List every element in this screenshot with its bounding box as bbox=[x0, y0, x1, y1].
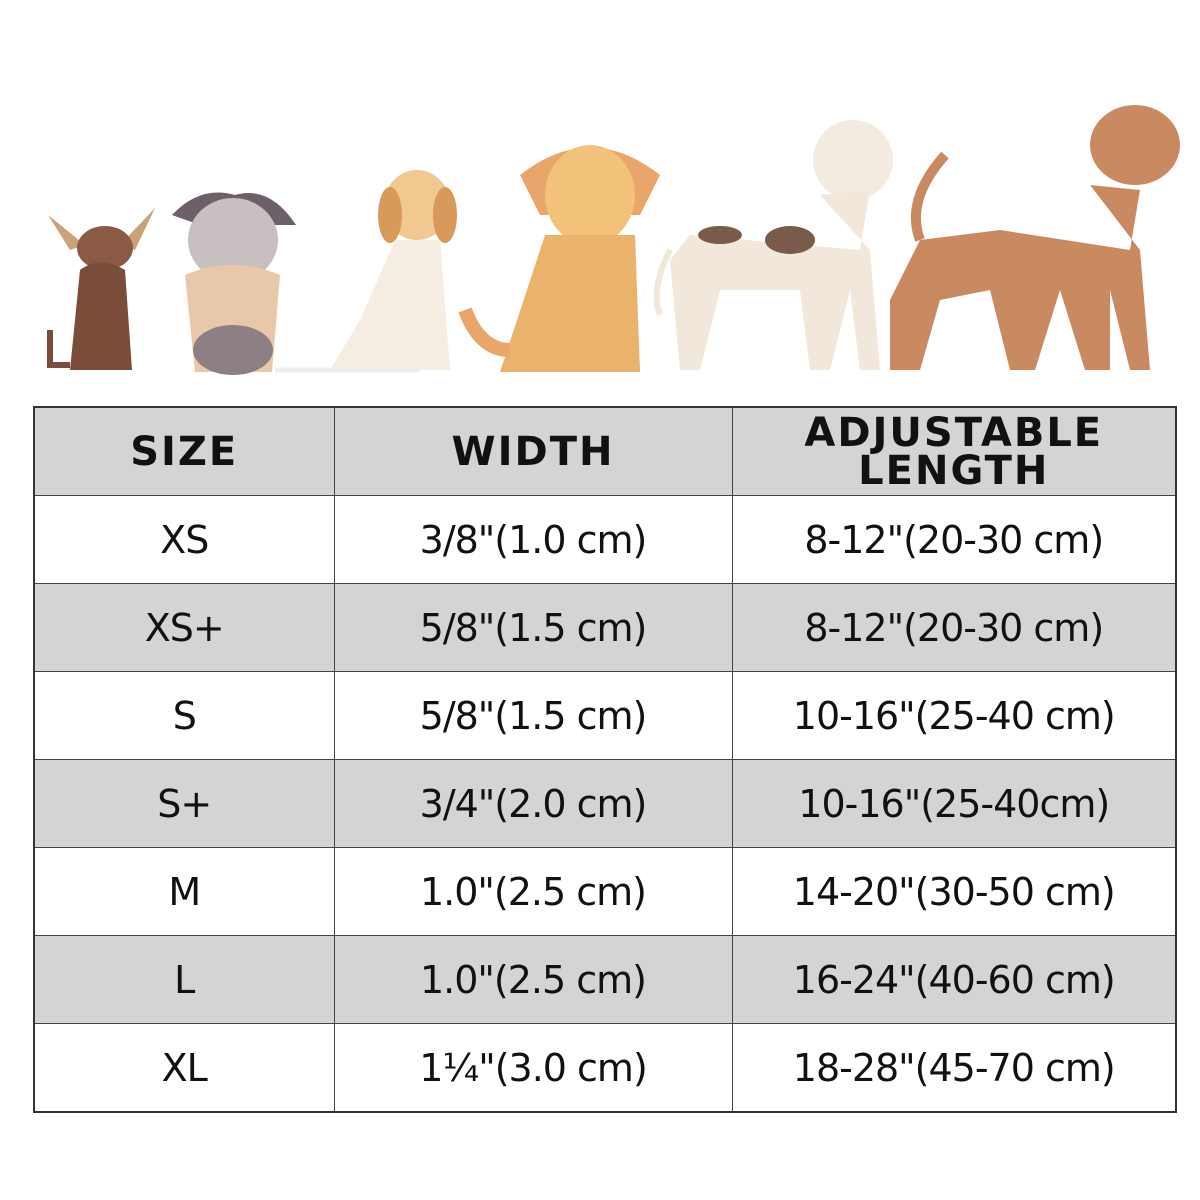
beagle-icon bbox=[275, 170, 457, 373]
length-cell: 10-16"(25-40cm) bbox=[731, 759, 1177, 848]
width-cell: 3/8"(1.0 cm) bbox=[333, 495, 733, 584]
table-row: S 5/8"(1.5 cm) 10-16"(25-40 cm) bbox=[33, 671, 1177, 760]
table-row: M 1.0"(2.5 cm) 14-20"(30-50 cm) bbox=[33, 847, 1177, 936]
table-row: XL 1¼"(3.0 cm) 18-28"(45-70 cm) bbox=[33, 1023, 1177, 1113]
dalmatian-icon bbox=[653, 120, 893, 370]
length-cell: 14-20"(30-50 cm) bbox=[731, 847, 1177, 936]
width-cell: 1.0"(2.5 cm) bbox=[333, 847, 733, 936]
table-row: XS+ 5/8"(1.5 cm) 8-12"(20-30 cm) bbox=[33, 583, 1177, 672]
size-cell: XL bbox=[33, 1023, 335, 1113]
schnauzer-icon bbox=[172, 192, 296, 375]
size-cell: XS+ bbox=[33, 583, 335, 672]
size-cell: S bbox=[33, 671, 335, 760]
table-row: S+ 3/4"(2.0 cm) 10-16"(25-40cm) bbox=[33, 759, 1177, 848]
width-cell: 3/4"(2.0 cm) bbox=[333, 759, 733, 848]
chihuahua-icon bbox=[47, 208, 155, 370]
dog-sizes-illustration bbox=[47, 105, 1180, 375]
table-row: XS 3/8"(1.0 cm) 8-12"(20-30 cm) bbox=[33, 495, 1177, 584]
header-length: ADJUSTABLE LENGTH bbox=[731, 406, 1177, 496]
size-cell: XS bbox=[33, 495, 335, 584]
golden-retriever-icon bbox=[458, 145, 660, 372]
size-cell: M bbox=[33, 847, 335, 936]
width-cell: 1¼"(3.0 cm) bbox=[333, 1023, 733, 1113]
length-cell: 8-12"(20-30 cm) bbox=[731, 495, 1177, 584]
table-row: L 1.0"(2.5 cm) 16-24"(40-60 cm) bbox=[33, 935, 1177, 1024]
length-cell: 8-12"(20-30 cm) bbox=[731, 583, 1177, 672]
length-cell: 10-16"(25-40 cm) bbox=[731, 671, 1177, 760]
header-size: SIZE bbox=[33, 406, 335, 496]
length-cell: 18-28"(45-70 cm) bbox=[731, 1023, 1177, 1113]
header-width: WIDTH bbox=[333, 406, 733, 496]
header-row: SIZE WIDTH ADJUSTABLE LENGTH bbox=[33, 406, 1177, 496]
airedale-terrier-icon bbox=[890, 105, 1180, 370]
size-cell: S+ bbox=[33, 759, 335, 848]
length-cell: 16-24"(40-60 cm) bbox=[731, 935, 1177, 1024]
size-chart-table: SIZE WIDTH ADJUSTABLE LENGTH XS 3/8"(1.0 … bbox=[33, 406, 1177, 1113]
width-cell: 5/8"(1.5 cm) bbox=[333, 671, 733, 760]
size-cell: L bbox=[33, 935, 335, 1024]
width-cell: 5/8"(1.5 cm) bbox=[333, 583, 733, 672]
width-cell: 1.0"(2.5 cm) bbox=[333, 935, 733, 1024]
